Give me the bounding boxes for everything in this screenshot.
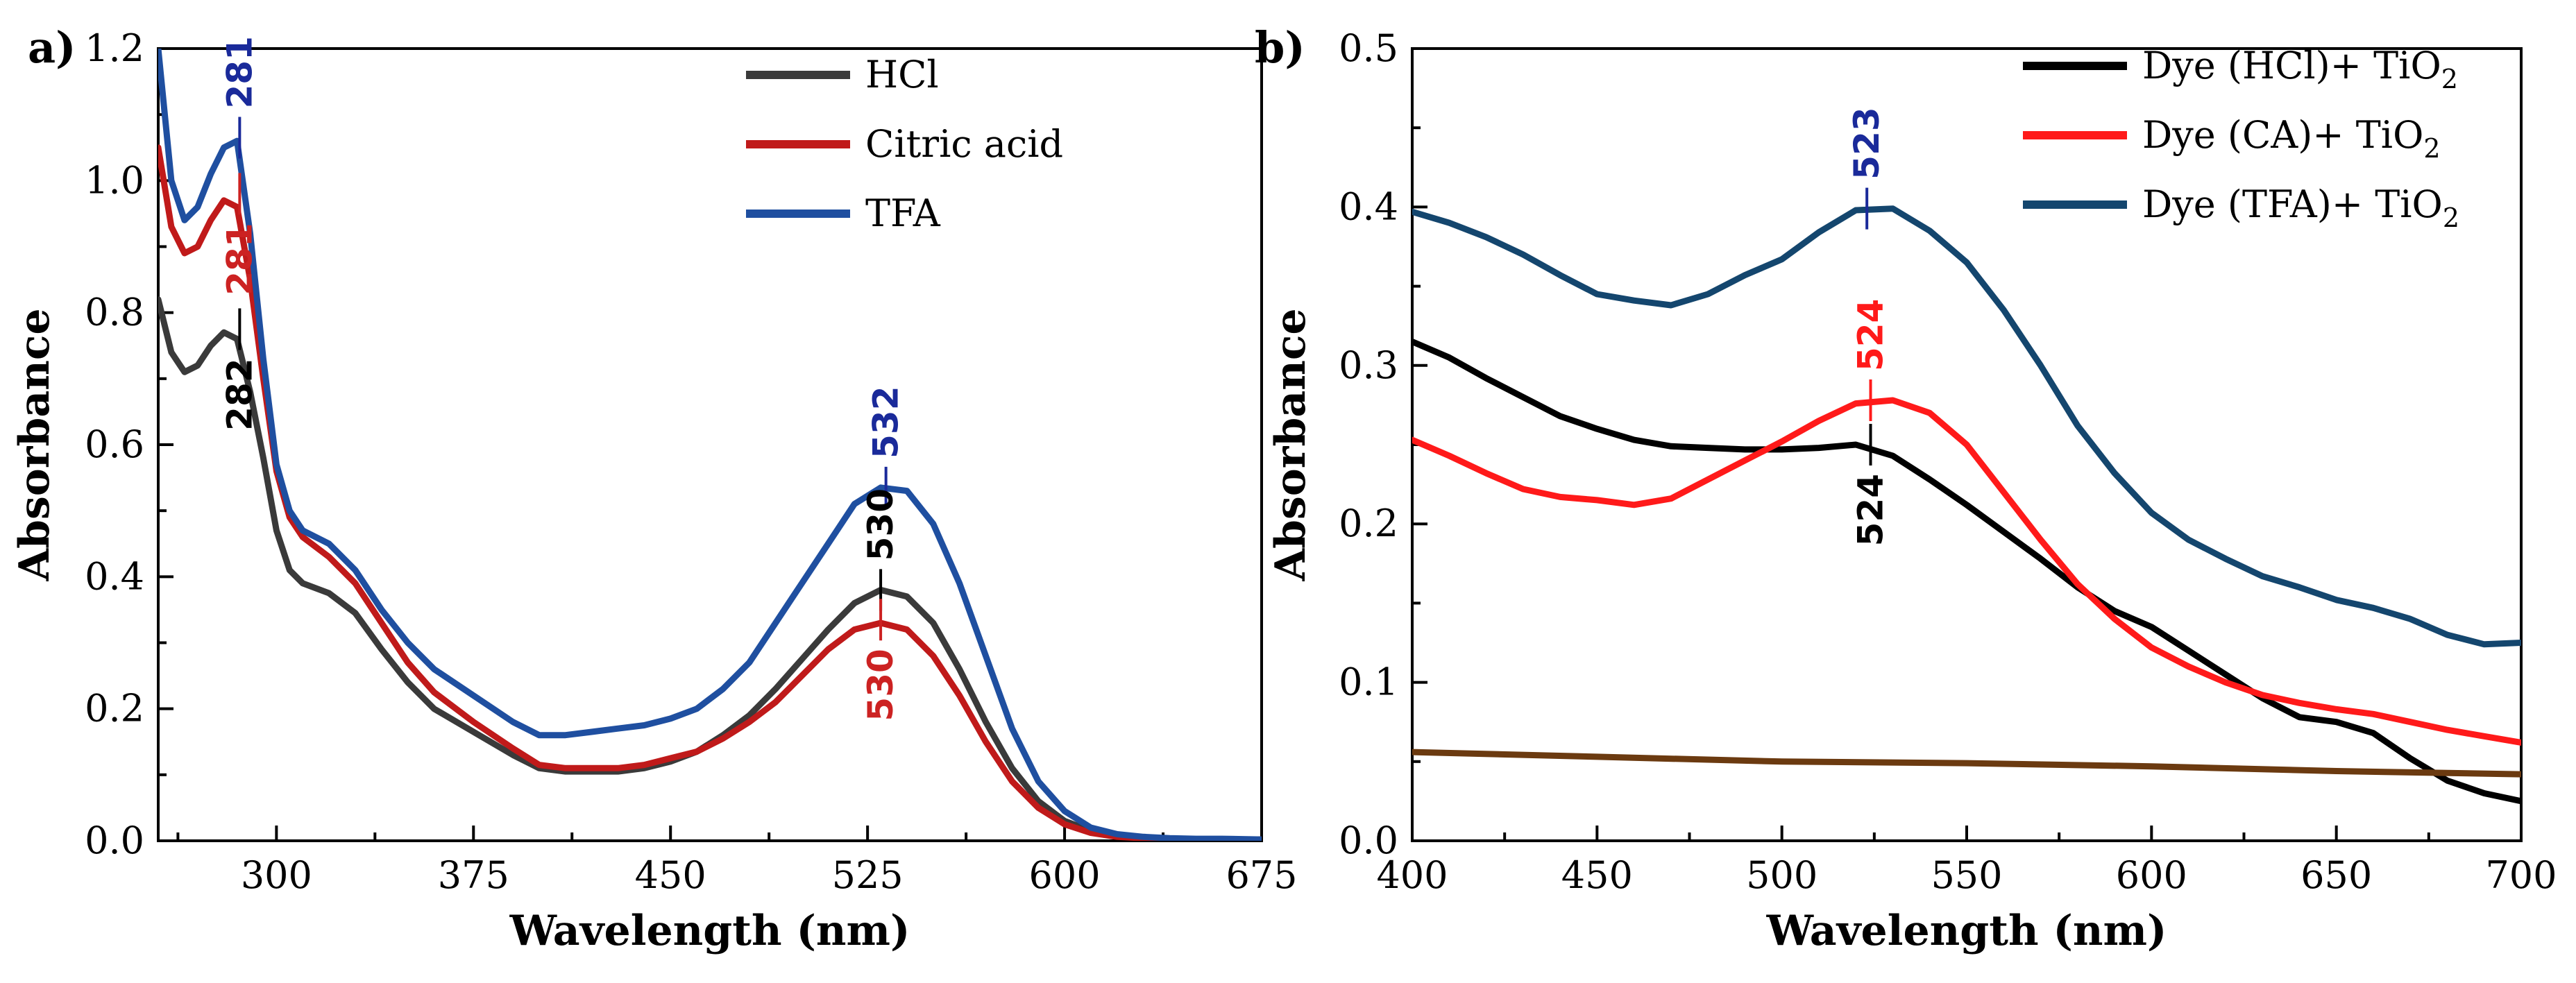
peak-label: 530 [861,488,901,561]
peak-label: 281 [219,36,260,108]
legend-label: Citric acid [865,122,1063,166]
series-line-dye-hcl-tio [1412,339,2521,805]
legend-subscript: 2 [2441,64,2458,94]
x-tick-label: 450 [1561,853,1633,897]
peak-label: 524 [1851,474,1891,546]
series-line-baseline [1412,749,2521,778]
series-line-dye-tfa-tio [1412,205,2521,648]
legend-subscript: 2 [2443,203,2459,233]
peak-label: 530 [861,649,901,721]
series-line-dye-ca-tio [1412,397,2521,746]
peak-label: 282 [219,358,260,430]
y-tick-label: 0.4 [85,554,144,598]
legend-label: TFA [865,191,941,235]
peak-label: 532 [866,386,906,458]
x-tick-label: 600 [1029,853,1101,897]
x-tick-label: 300 [241,853,312,897]
y-tick-label: 1.2 [85,26,144,70]
series-group [158,49,1262,841]
legend-label: HCl [865,53,939,96]
x-tick-label: 700 [2485,853,2557,897]
y-axis-title: Absorbance [10,308,59,581]
peak-label: 524 [1851,299,1891,371]
y-tick-label: 0.4 [1339,185,1398,228]
y-tick-label: 0.2 [1339,502,1398,545]
legend-label: Dye (TFA)+ TiO2 [2142,182,2459,233]
peak-label: 523 [1847,107,1887,179]
x-tick-label: 500 [1746,853,1817,897]
legend-label: Dye (CA)+ TiO2 [2142,113,2441,164]
series-line-citric-acid [158,144,1262,841]
plot-frame [157,47,1263,842]
x-tick-label: 450 [635,853,706,897]
x-tick-label: 600 [2116,853,2187,897]
y-tick-label: 0.5 [1339,26,1398,70]
peak-label: 281 [219,223,260,295]
y-tick-label: 0.8 [85,291,144,334]
series-line-tfa [158,49,1262,841]
legend-subscript: 2 [2423,133,2440,164]
legend-label: Dye (HCl)+ TiO2 [2142,44,2458,94]
y-tick-label: 0.6 [85,422,144,466]
x-tick-label: 400 [1376,853,1448,897]
panel-b-chart: 400 450 500 550 600 650 700 0.0 0.1 0.2 0.3 0.4 0.5 W… [1255,22,2557,955]
series-line-hcl [158,296,1262,841]
y-tick-label: 0.0 [1339,819,1398,862]
series-group [1412,205,2521,805]
y-tick-label: 0.1 [1339,660,1398,704]
panel-label: b) [1255,22,1305,73]
y-tick-label: 0.2 [85,687,144,730]
y-axis-title: Absorbance [1266,308,1315,581]
x-tick-label: 675 [1226,853,1297,897]
x-axis-title: Wavelength (nm) [509,907,910,955]
x-tick-label: 375 [438,853,509,897]
x-axis-title: Wavelength (nm) [1766,907,2167,955]
x-tick-label: 650 [2300,853,2372,897]
panel-a-chart: 300 375 450 525 600 675 0.0 0.2 0.4 0.6 0.8 1.0 1.2 W… [10,22,1298,955]
panel-label: a) [28,22,76,73]
y-tick-label: 1.0 [85,158,144,202]
y-tick-label: 0.0 [85,819,144,862]
y-tick-label: 0.3 [1339,343,1398,387]
x-tick-label: 525 [832,853,904,897]
x-tick-label: 550 [1931,853,2002,897]
